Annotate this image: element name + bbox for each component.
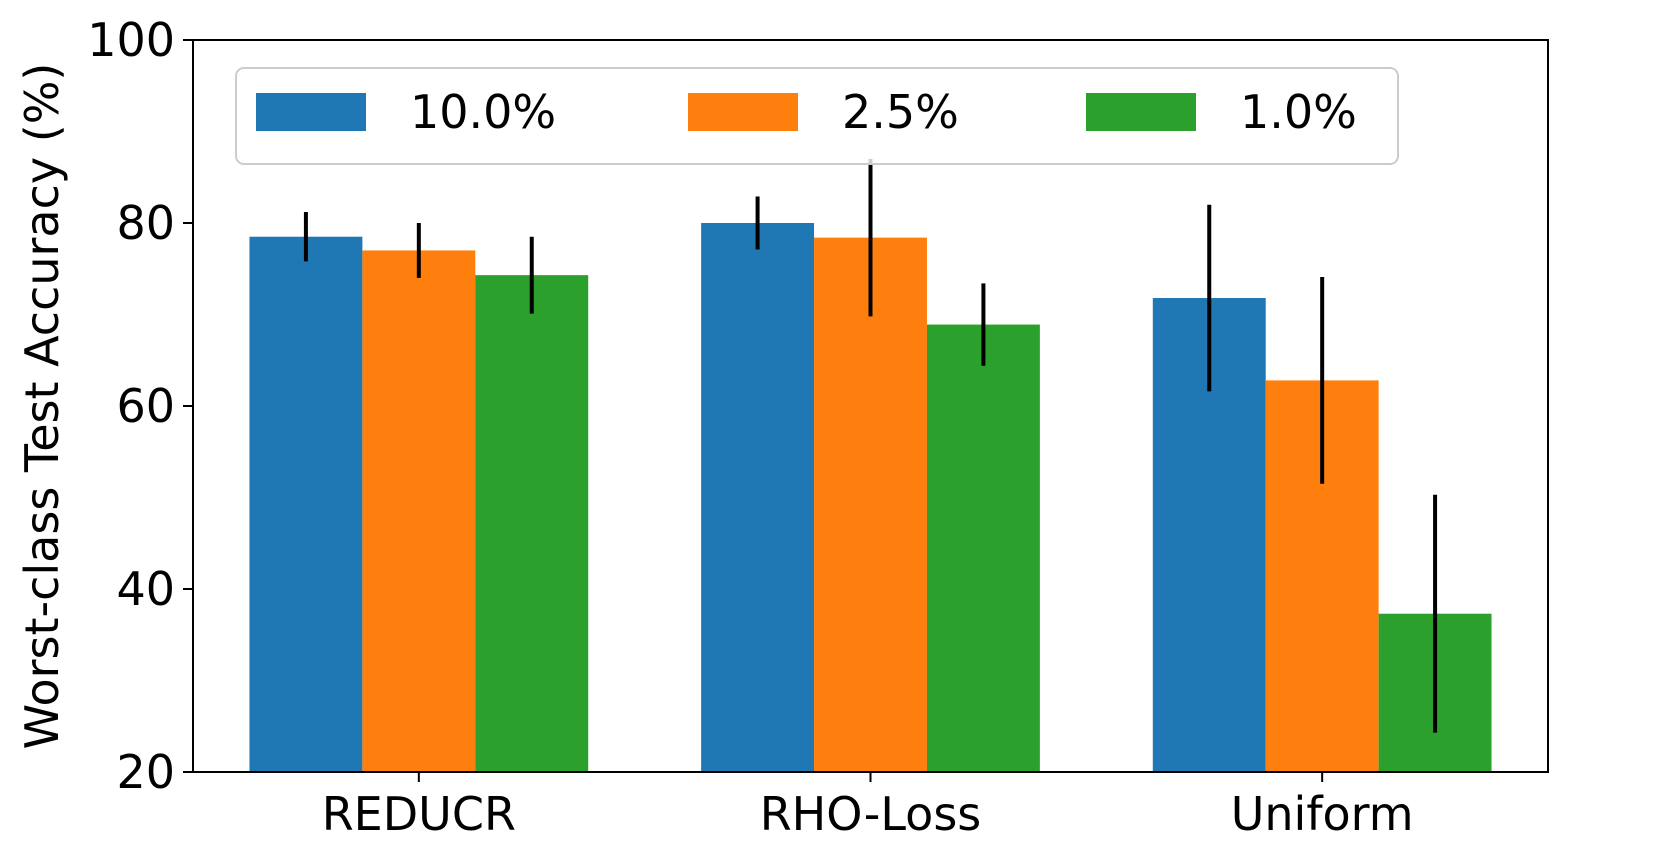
- bar-2.5%-RHO-Loss: [814, 237, 927, 772]
- legend-swatch-10.0%: [256, 93, 366, 131]
- bar-10.0%-RHO-Loss: [701, 223, 815, 772]
- legend-label-2.5%: 2.5%: [842, 85, 959, 139]
- legend-items: 10.0% 2.5% 1.0%: [256, 85, 1357, 139]
- y-tick-label: 60: [116, 379, 175, 433]
- y-axis-title: Worst-class Test Accuracy (%): [15, 63, 69, 750]
- x-tick-label: REDUCR: [322, 787, 516, 841]
- x-tick-label: Uniform: [1231, 787, 1414, 841]
- bar-1.0%-RHO-Loss: [926, 324, 1040, 772]
- bar-10.0%-REDUCR: [249, 236, 363, 773]
- legend-swatch-2.5%: [688, 93, 798, 131]
- y-tick-label: 40: [116, 562, 175, 616]
- x-tick-label: RHO-Loss: [760, 787, 982, 841]
- legend-label-1.0%: 1.0%: [1240, 85, 1357, 139]
- bar-1.0%-REDUCR: [475, 275, 589, 772]
- legend-swatch-1.0%: [1086, 93, 1196, 131]
- legend-box: [235, 67, 1399, 165]
- x-axis: REDUCR RHO-Loss Uniform: [322, 772, 1414, 841]
- bars-layer: [249, 223, 1492, 773]
- legend-label-10.0%: 10.0%: [410, 85, 556, 139]
- y-tick-label: 100: [87, 13, 175, 67]
- error-bars-layer: [303, 158, 1438, 733]
- legend: 10.0% 2.5% 1.0%: [235, 67, 1399, 165]
- bar-2.5%-REDUCR: [362, 250, 476, 772]
- y-axis: 20 40 60 80 100: [87, 13, 193, 799]
- y-tick-label: 80: [116, 196, 175, 250]
- y-tick-label: 20: [116, 745, 175, 799]
